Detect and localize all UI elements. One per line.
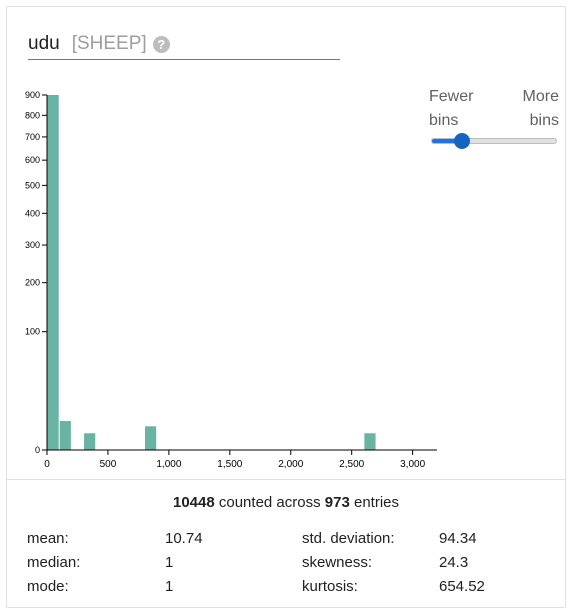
more-bins-text: bins	[529, 112, 559, 129]
fewer-bins-text: bins	[429, 112, 459, 129]
mode-value: 1	[165, 578, 174, 595]
stats-right-labels: std. deviation: skewness: kurtosis:	[302, 527, 395, 599]
x-tick-label: 500	[100, 459, 117, 470]
histogram-bar	[145, 426, 157, 450]
y-tick-label: 800	[25, 110, 40, 120]
y-tick-label: 100	[25, 327, 40, 337]
histogram-bar	[84, 433, 96, 450]
fewer-label: Fewer	[429, 88, 474, 105]
y-tick-label: 900	[25, 90, 40, 100]
mode-label: mode:	[27, 578, 69, 595]
bin-count-slider[interactable]: Fewer bins More bins	[429, 85, 559, 155]
x-tick-label: 2,000	[278, 459, 303, 470]
y-tick-label: 200	[25, 278, 40, 288]
count-summary: 10448 counted across 973 entries	[7, 494, 565, 511]
histogram-bar	[47, 95, 59, 450]
y-tick-label: 500	[25, 180, 40, 190]
y-tick-label: 400	[25, 208, 40, 218]
word-search-field[interactable]: udu [SHEEP] ?	[28, 29, 340, 60]
divider	[7, 479, 565, 480]
slider-labels: Fewer bins More bins	[429, 85, 559, 133]
mean-value: 10.74	[165, 530, 203, 547]
y-tick-label: 600	[25, 155, 40, 165]
mean-label: mean:	[27, 530, 69, 547]
x-tick-label: 1,000	[156, 459, 181, 470]
fewer-bins-label: Fewer bins	[429, 85, 473, 133]
x-tick-label: 0	[44, 459, 50, 470]
kurtosis-label: kurtosis:	[302, 578, 358, 595]
more-bins-label: More bins	[523, 85, 559, 133]
entries-text: entries	[353, 494, 400, 511]
x-tick-label: 3,000	[400, 459, 425, 470]
stats-left-labels: mean: median: mode:	[27, 527, 80, 599]
stats-right-values: 94.34 24.3 654.52	[439, 527, 485, 599]
std-deviation-label: std. deviation:	[302, 530, 395, 547]
std-deviation-value: 94.34	[439, 530, 477, 547]
stats-left-values: 10.74 1 1	[165, 527, 203, 599]
histogram-card: udu [SHEEP] ? Fewer bins More bins 0 100 2…	[6, 6, 566, 608]
histogram-chart: 0 100 200 300 400 500 600 700 800 900 0 500 1,000 1,5…	[25, 90, 437, 470]
x-tick-label: 2,500	[339, 459, 364, 470]
entries-count: 973	[324, 494, 350, 511]
histogram-bar	[364, 433, 376, 450]
search-word[interactable]: udu	[28, 33, 60, 54]
y-tick-label: 300	[25, 240, 40, 250]
skewness-value: 24.3	[439, 554, 469, 571]
counted-across-text: counted across	[218, 494, 321, 511]
x-tick-label: 1,500	[217, 459, 242, 470]
slider-fill	[432, 139, 462, 143]
kurtosis-value: 654.52	[439, 578, 485, 595]
histogram-bar	[59, 421, 71, 450]
language-tag: [SHEEP]	[71, 33, 147, 54]
total-count: 10448	[172, 494, 215, 511]
slider-track[interactable]	[431, 133, 557, 149]
skewness-label: skewness:	[302, 554, 373, 571]
y-tick-label: 700	[25, 132, 40, 142]
median-value: 1	[165, 554, 174, 571]
median-label: median:	[27, 554, 81, 571]
y-tick-label: 0	[35, 445, 40, 455]
slider-thumb[interactable]	[453, 133, 470, 149]
more-label: More	[522, 88, 559, 105]
question-circle-icon[interactable]: ?	[152, 35, 170, 53]
